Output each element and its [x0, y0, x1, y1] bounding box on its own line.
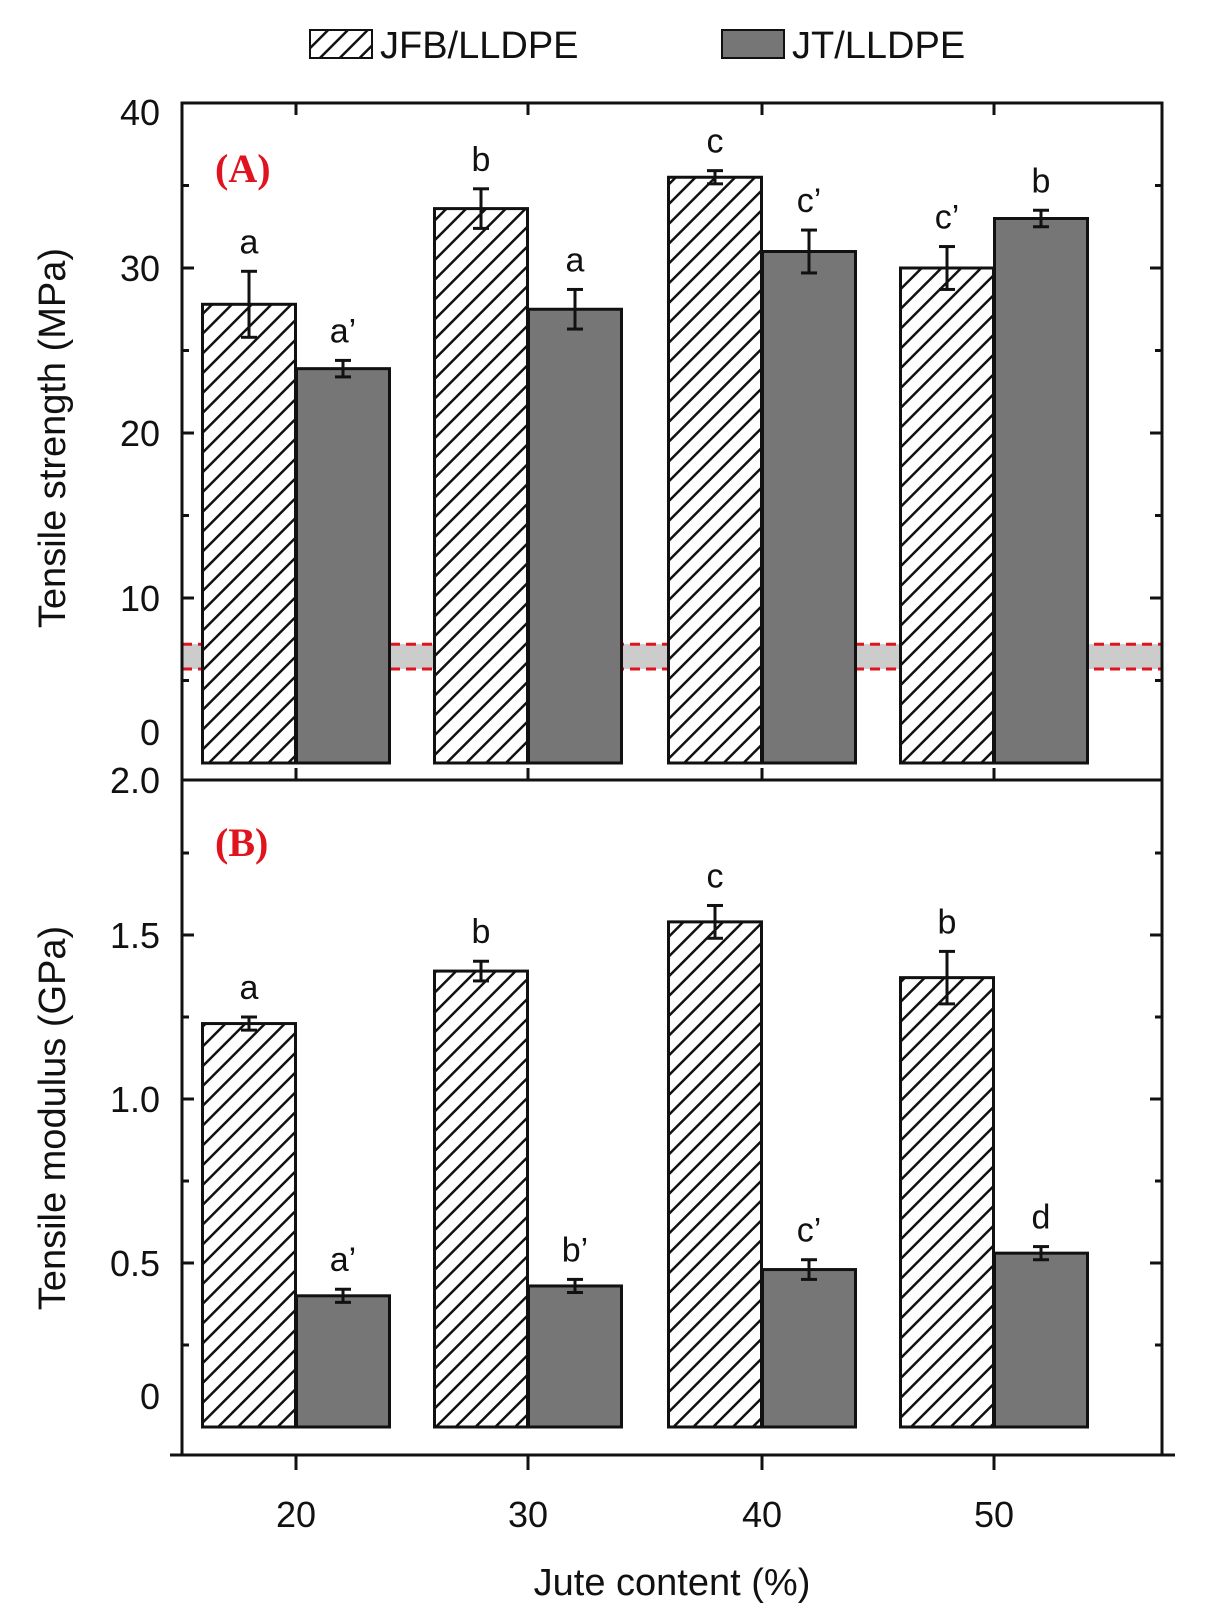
panel-b-significance-label: d — [1032, 1199, 1051, 1237]
panel-a-tensile-strength: a b c c’ a’ a c’ b 0 10 20 30 40 (A) Tensile streng… — [32, 92, 1164, 782]
panel-b-ytick-label: 2.0 — [110, 760, 160, 801]
x-axis-tick-label: 20 — [276, 1494, 316, 1535]
panel-b-significance-label: a’ — [330, 1241, 356, 1279]
x-axis-tick-label: 40 — [742, 1494, 782, 1535]
panel-a-significance-label: b — [1032, 162, 1051, 200]
panel-b-ytick-label: 1.5 — [110, 915, 160, 956]
legend-label-jfb: JFB/LLDPE — [380, 25, 579, 67]
panel-a-bar-jt-40 — [761, 250, 857, 765]
panel-b-bar-jt-20 — [295, 1294, 391, 1429]
panel-b-significance-label: c — [707, 857, 724, 895]
panel-b-ytick-label: 1.0 — [110, 1079, 160, 1120]
panel-b-ytick-label: 0 — [140, 1376, 160, 1417]
panel-b-bar-jt-30 — [527, 1284, 623, 1429]
panel-a-significance-label: a’ — [330, 312, 356, 350]
x-axis-title: Jute content (%) — [534, 1562, 811, 1604]
panel-a-significance-label: a — [566, 241, 585, 279]
panel-b-tensile-modulus: a b c b a’ b’ c’ d 0 0.5 1.0 1.5 2.0 (B) Tensile mo… — [32, 760, 1164, 1457]
legend-swatch-jfb — [309, 29, 373, 59]
panel-a-label: (A) — [215, 146, 271, 191]
panel-a-bar-jt-30 — [527, 307, 623, 765]
panel-a-bars: a b c c’ a’ a c’ b — [201, 123, 1089, 765]
panel-a-ytick-label: 0 — [140, 712, 160, 753]
legend: JFB/LLDPE JT/LLDPE — [309, 25, 965, 67]
panel-b-bar-jfb-30 — [433, 969, 529, 1429]
panel-a-ytick-label: 20 — [120, 413, 160, 454]
panel-b-bar-jt-40 — [761, 1268, 857, 1429]
panel-a-bar-jt-20 — [295, 367, 391, 765]
panel-a-significance-label: a — [240, 223, 259, 261]
panel-b-ytick-label: 0.5 — [110, 1243, 160, 1284]
panel-a-bar-jt-50 — [993, 217, 1089, 765]
panel-b-significance-label: a — [240, 969, 259, 1007]
panel-b-label: (B) — [215, 820, 268, 865]
panel-b-significance-label: b’ — [562, 1231, 588, 1269]
panel-b-bar-jt-50 — [993, 1251, 1089, 1429]
panel-b-bar-jfb-20 — [201, 1022, 297, 1429]
panel-b-ticks: 0 0.5 1.0 1.5 2.0 — [110, 760, 1162, 1417]
x-axis-tick-label: 50 — [974, 1494, 1014, 1535]
panel-b-ylabel: Tensile modulus (GPa) — [32, 926, 74, 1310]
panel-b-significance-label: b — [472, 913, 491, 951]
panel-a-bar-jfb-50 — [899, 266, 995, 765]
panel-a-ytick-label: 30 — [120, 248, 160, 289]
legend-swatch-jt — [721, 29, 785, 59]
x-axis: 20 30 40 50 — [170, 1453, 1175, 1535]
x-axis-tick-label: 30 — [508, 1494, 548, 1535]
panel-a-ytick-label: 10 — [120, 578, 160, 619]
panel-b-significance-label: c’ — [797, 1212, 822, 1250]
panel-b-bar-jfb-50 — [899, 976, 995, 1429]
panel-a-significance-label: b — [472, 141, 491, 179]
panel-a-bar-jfb-30 — [433, 207, 529, 765]
panel-a-bar-jfb-20 — [201, 302, 297, 765]
panel-a-ylabel: Tensile strength (MPa) — [32, 248, 74, 628]
panel-b-significance-label: b — [938, 903, 957, 941]
panel-b-bars: a b c b a’ b’ c’ d — [201, 857, 1089, 1429]
legend-label-jt: JT/LLDPE — [792, 25, 965, 67]
panel-a-ytick-label: 40 — [120, 92, 160, 133]
panel-a-significance-label: c’ — [935, 199, 960, 237]
panel-a-significance-label: c’ — [797, 182, 822, 220]
panel-b-bar-jfb-40 — [667, 920, 763, 1429]
panel-a-ticks: 0 10 20 30 40 — [120, 92, 1162, 780]
panel-a-significance-label: c — [707, 123, 724, 161]
panel-a-bar-jfb-40 — [667, 175, 763, 765]
